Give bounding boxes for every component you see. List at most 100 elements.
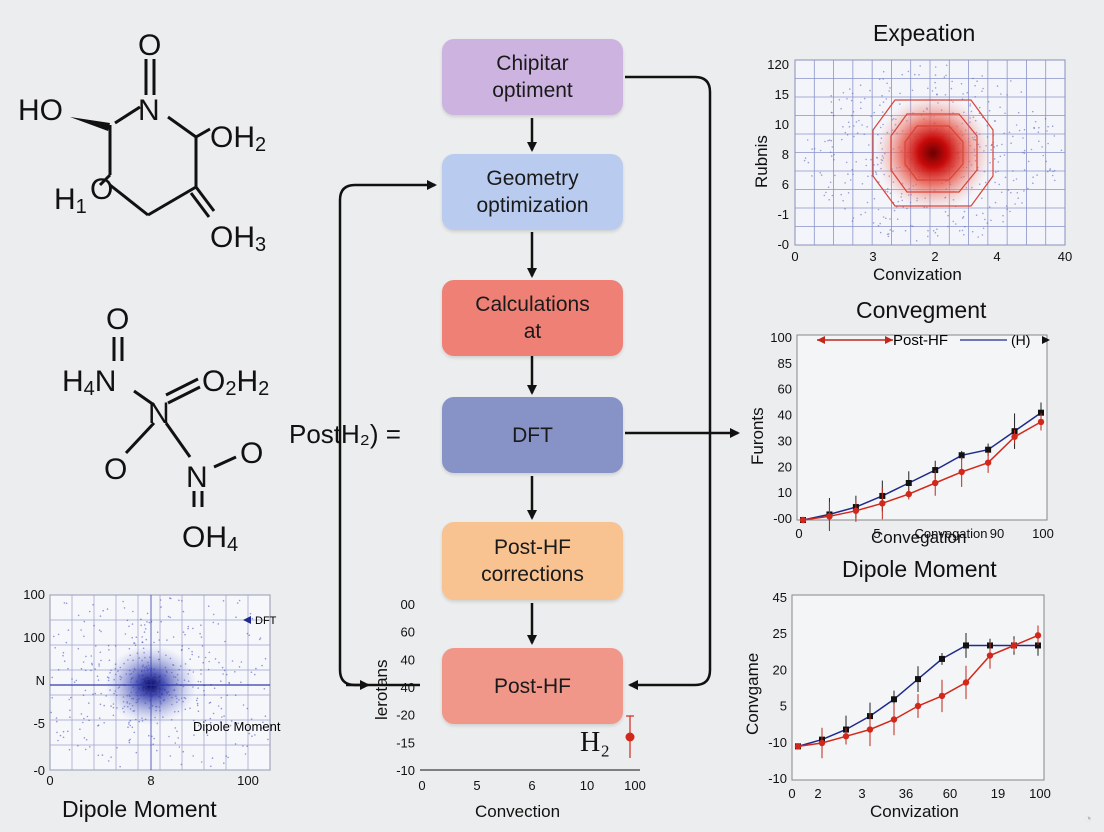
expeation-point — [996, 85, 999, 87]
expeation-point — [915, 240, 918, 242]
dipole-left-point — [55, 717, 58, 719]
dipole-left-point — [92, 693, 94, 696]
expeation-point — [1034, 120, 1037, 123]
m1-h1: H — [54, 183, 76, 216]
expeation-point — [867, 175, 869, 178]
dipole-left-point — [112, 714, 115, 717]
dipole-left-point — [160, 620, 162, 623]
dipole-left-point — [114, 645, 117, 647]
dipole-left-point — [84, 689, 87, 692]
expeation-point — [927, 87, 929, 90]
dipole-left-point — [148, 734, 150, 737]
expeation-point — [986, 222, 989, 224]
dipole-left-point — [84, 748, 87, 751]
dipole-left-point — [220, 707, 223, 710]
dipole-left-point — [148, 621, 151, 624]
dipole-left-point — [209, 721, 212, 724]
dipole-left-point — [209, 701, 212, 704]
convegment-point — [879, 500, 886, 507]
convection-ytick: 40 — [401, 680, 415, 695]
expeation-point — [889, 192, 892, 195]
expeation-point — [879, 231, 882, 234]
dipole-left-point — [62, 654, 64, 657]
expeation-point — [981, 90, 983, 92]
dipole-left-xtick: 8 — [147, 773, 154, 788]
expeation-point — [811, 148, 813, 150]
dipole-left-point — [128, 741, 131, 744]
dipole-left-point — [181, 648, 183, 651]
expeation-point — [990, 144, 993, 147]
dipole-left-point — [160, 606, 162, 608]
dipole-left-point — [262, 721, 264, 724]
dipole_right-xtick: 100 — [1029, 786, 1051, 801]
dipole-left-point — [77, 647, 80, 650]
dipole-left-point — [201, 645, 204, 647]
convection-xtick: 5 — [473, 778, 480, 793]
expeation-point — [988, 109, 991, 112]
expeation-point — [1027, 160, 1030, 163]
dipole-left-point — [223, 762, 225, 764]
arrow-loop-right — [625, 75, 712, 690]
expeation-point — [998, 183, 1000, 186]
dipole-left-point — [234, 671, 236, 673]
expeation-point — [863, 133, 866, 135]
expeation-point — [871, 175, 873, 177]
expeation-point — [906, 207, 908, 210]
dipole-left-point — [135, 751, 138, 754]
expeation-point — [910, 224, 912, 227]
dipole-left-point — [246, 745, 248, 748]
flow-box-posthf-corrections: Post-HF corrections — [442, 522, 623, 600]
expeation-point — [886, 233, 889, 236]
expeation-point — [934, 87, 937, 89]
chart-expeation-ylabel: Rubnis — [752, 135, 771, 188]
convegment-xtick: 5 — [873, 526, 880, 541]
convection-ytick: 60 — [401, 625, 415, 640]
expeation-point — [982, 212, 984, 215]
dipole-left-legend-dft: DFT — [255, 615, 277, 627]
dipole-left-point — [128, 625, 130, 628]
dipole-left-point — [126, 619, 129, 622]
chart-convegment-xlabel: Convegation — [871, 528, 966, 547]
expeation-point — [1047, 125, 1049, 128]
dipole-left-point — [211, 757, 214, 759]
dipole-left-point — [141, 641, 143, 643]
convegment-point — [1038, 409, 1044, 416]
expeation-point — [829, 151, 832, 153]
expeation-point — [993, 146, 996, 148]
dipole_right-point — [938, 692, 946, 700]
expeation-point — [911, 225, 914, 228]
expeation-point — [807, 161, 810, 164]
expeation-point — [806, 139, 809, 141]
chart-convection: 00 60 40 40 -20 -15 -100 5 6 10 100 Convection ler… — [372, 597, 646, 821]
expeation-point — [830, 155, 833, 157]
expeation-point — [1006, 94, 1008, 96]
expeation-point — [892, 230, 894, 232]
dipole-left-xtick: 0 — [46, 773, 53, 788]
dipole-left-point — [68, 698, 70, 701]
dipole-left-point — [100, 659, 102, 662]
expeation-point — [1053, 169, 1056, 172]
expeation-point — [1012, 179, 1015, 182]
dipole-left-point — [83, 635, 85, 638]
dipole-left-point — [218, 661, 220, 664]
expeation-point — [1004, 176, 1007, 179]
dipole-left-point — [94, 692, 97, 695]
dipole_right-point — [818, 739, 826, 747]
dipole-left-point — [82, 661, 85, 663]
expeation-point — [877, 224, 880, 227]
h2-label: H₂ — [580, 727, 610, 758]
dipole-left-point — [146, 621, 148, 623]
dipole-left-point — [229, 724, 232, 727]
expeation-point — [901, 73, 903, 76]
expeation-point — [1023, 190, 1025, 192]
dipole-left-point — [88, 719, 90, 722]
flow-box-calculations: Calculations at — [442, 280, 623, 356]
dipole-left-point — [63, 602, 66, 604]
chart-dipole-left: 100 100 N -5 -00 8 100 DFT Dipole Moment — [23, 587, 281, 788]
expeation-point — [832, 114, 835, 117]
dipole-left-point — [202, 661, 204, 664]
expeation-point — [986, 124, 989, 127]
dipole-left-point — [57, 739, 59, 742]
expeation-point — [1038, 140, 1040, 143]
